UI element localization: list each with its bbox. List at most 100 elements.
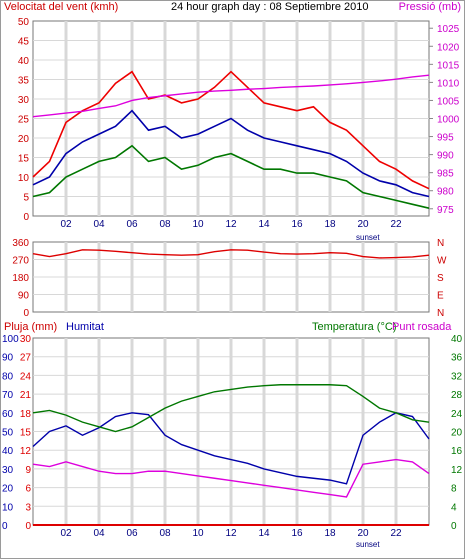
x-tick-label: 14	[258, 528, 270, 539]
y-tick-label-humidity: 30	[2, 465, 14, 476]
y-tick-label-rain: 30	[20, 334, 32, 345]
direction-axes: 360 N 270 W 180 S 90 E 0 N	[12, 238, 447, 319]
y-tick-label-humidity: 50	[2, 428, 14, 439]
dewpoint-line	[32, 458, 430, 498]
wind-panel: Velocitat del vent (kmh) 24 hour graph d…	[4, 1, 461, 242]
y-tick-label-pressure: 1005	[437, 96, 460, 107]
y-tick-label-temperature: 12	[451, 465, 463, 476]
compass-label: N	[437, 238, 444, 249]
humidity-grid	[33, 338, 429, 525]
x-tick-label: 02	[60, 528, 72, 539]
y-tick-label-wind: 25	[18, 115, 30, 126]
y-tick-label-rain: 12	[20, 446, 32, 457]
x-tick-label: 22	[390, 219, 402, 230]
wind-series	[32, 70, 430, 209]
y-tick-label-wind: 5	[23, 193, 29, 204]
x-tick-label: 22	[390, 528, 402, 539]
y-tick-label-pressure: 980	[437, 187, 454, 198]
compass-label: W	[437, 256, 447, 267]
y-tick-label-direction: 270	[12, 256, 29, 267]
x-tick-label: 16	[291, 219, 303, 230]
y-tick-label-pressure: 990	[437, 151, 454, 162]
y-tick-label-direction: 360	[12, 238, 29, 249]
wind-direction-line	[32, 249, 430, 259]
temperature-axis-title: Temperatura (°C)	[312, 321, 396, 333]
sunset-label-top: sunset	[356, 233, 380, 242]
x-tick-label: 10	[192, 528, 204, 539]
wind-average-line	[32, 109, 430, 198]
y-tick-label-humidity: 80	[2, 371, 14, 382]
y-tick-label-humidity: 90	[2, 353, 14, 364]
sunset-label-bottom: sunset	[356, 540, 380, 549]
x-tick-label: 12	[225, 219, 237, 230]
y-tick-label-pressure: 975	[437, 205, 454, 216]
y-tick-label-temperature: 20	[451, 428, 463, 439]
humidity-axis-title: Humitat	[66, 321, 104, 333]
chart-title: 24 hour graph day : 08 Septiembre 2010	[171, 1, 369, 13]
humidity-panel: Pluja (mm) Humitat Temperatura (°C) Punt…	[2, 321, 463, 549]
compass-label: S	[437, 273, 444, 284]
y-tick-label-humidity: 100	[2, 334, 19, 345]
y-tick-label-wind: 15	[18, 154, 30, 165]
y-tick-label-humidity: 70	[2, 390, 14, 401]
y-tick-label-humidity: 20	[2, 484, 14, 495]
y-tick-label-pressure: 985	[437, 169, 454, 180]
x-tick-label: 04	[93, 528, 105, 539]
y-tick-label-direction: 0	[23, 308, 29, 319]
x-tick-label: 14	[258, 219, 270, 230]
y-tick-label-temperature: 8	[451, 484, 457, 495]
y-tick-label-pressure: 995	[437, 133, 454, 144]
dewpoint-axis-title: Punt rosada	[392, 321, 452, 333]
wind-axis-title: Velocitat del vent (kmh)	[4, 1, 118, 13]
y-tick-label-temperature: 0	[451, 521, 457, 532]
wind-axes: 02 04 06 08 10 12 14 16 18 20 22051015202530354045…	[18, 17, 460, 230]
y-tick-label-rain: 24	[20, 371, 32, 382]
humidity-series	[32, 384, 430, 526]
y-tick-label-rain: 0	[25, 521, 31, 532]
x-tick-label: 18	[324, 219, 336, 230]
y-tick-label-temperature: 16	[451, 446, 463, 457]
y-tick-label-rain: 15	[20, 428, 32, 439]
humidity-line	[32, 412, 430, 485]
x-tick-label: 04	[93, 219, 105, 230]
y-tick-label-humidity: 60	[2, 409, 14, 420]
x-tick-label: 20	[357, 528, 369, 539]
y-tick-label-rain: 6	[25, 484, 31, 495]
y-tick-label-rain: 21	[20, 390, 32, 401]
y-tick-label-rain: 27	[20, 353, 32, 364]
y-tick-label-wind: 0	[23, 212, 29, 223]
y-tick-label-wind: 40	[18, 56, 30, 67]
y-tick-label-pressure: 1000	[437, 115, 460, 126]
x-tick-label: 18	[324, 528, 336, 539]
compass-label: E	[437, 291, 444, 302]
y-tick-label-temperature: 36	[451, 353, 463, 364]
y-tick-label-humidity: 0	[2, 521, 8, 532]
x-tick-label: 06	[126, 219, 138, 230]
compass-label: N	[437, 308, 444, 319]
wind-min-line	[32, 144, 430, 209]
direction-series	[32, 249, 430, 259]
y-tick-label-temperature: 40	[451, 334, 463, 345]
y-tick-label-wind: 20	[18, 134, 30, 145]
y-tick-label-pressure: 1025	[437, 24, 460, 35]
pressure-line	[32, 74, 430, 118]
y-tick-label-wind: 30	[18, 95, 30, 106]
x-tick-label: 12	[225, 528, 237, 539]
y-tick-label-wind: 35	[18, 76, 30, 87]
y-tick-label-pressure: 1015	[437, 60, 460, 71]
direction-panel: 360 N 270 W 180 S 90 E 0 N	[12, 238, 447, 319]
y-tick-label-pressure: 1020	[437, 42, 460, 53]
y-tick-label-rain: 9	[25, 465, 31, 476]
y-tick-label-direction: 90	[18, 291, 30, 302]
rain-axis-title: Pluja (mm)	[4, 321, 57, 333]
y-tick-label-temperature: 24	[451, 409, 463, 420]
y-tick-label-pressure: 1010	[437, 78, 460, 89]
x-tick-label: 20	[357, 219, 369, 230]
y-tick-label-temperature: 32	[451, 371, 463, 382]
y-tick-label-temperature: 4	[451, 502, 457, 513]
humidity-axes: 02 04 06 08 10 12 14 16 18 20 220 0 010 3 420 6 830 9 1240…	[2, 334, 463, 539]
y-tick-label-temperature: 28	[451, 390, 463, 401]
x-tick-label: 08	[159, 528, 171, 539]
y-tick-label-rain: 18	[20, 409, 32, 420]
